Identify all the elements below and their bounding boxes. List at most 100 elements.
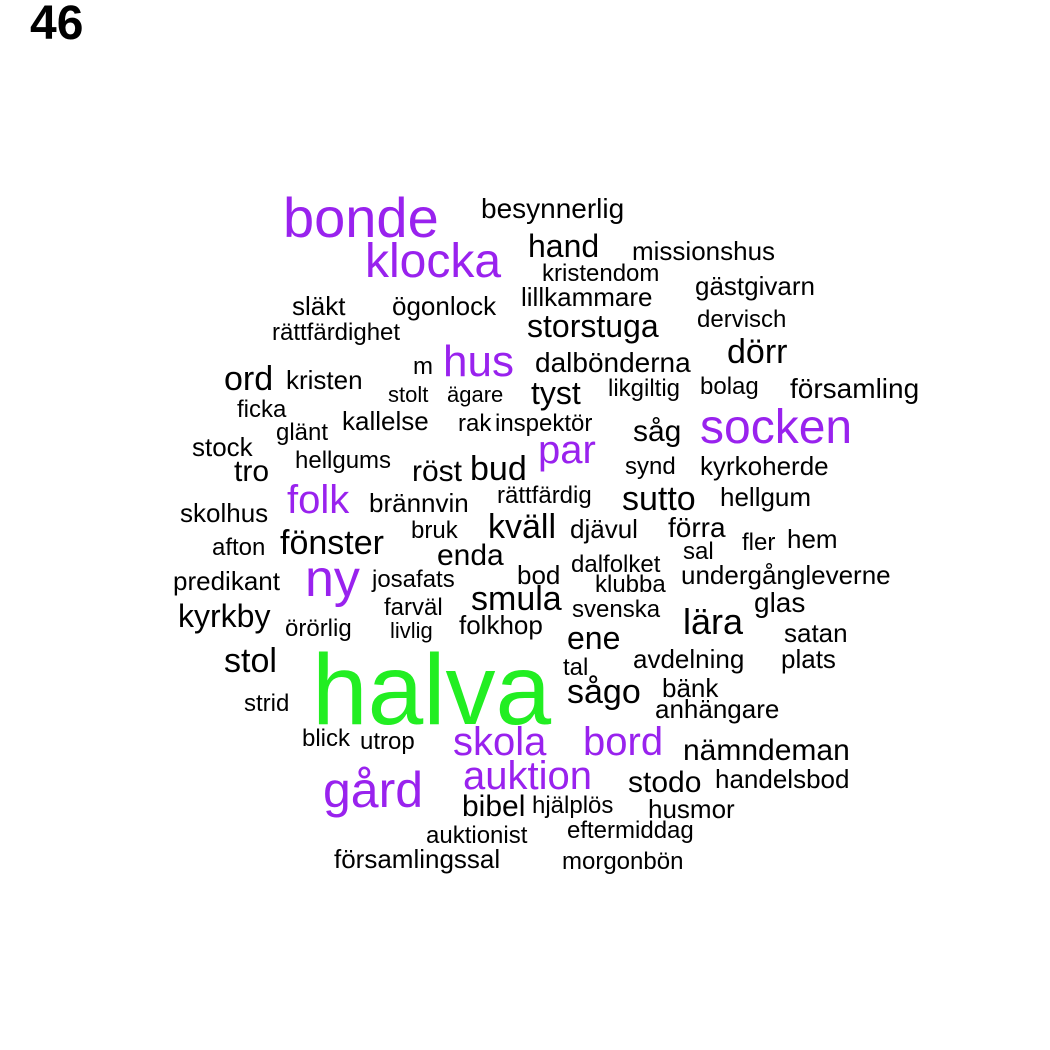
- word-klubba: klubba: [595, 571, 666, 598]
- word-rattfardig: rättfärdig: [497, 482, 592, 509]
- word-lara: lära: [683, 601, 744, 642]
- word-avdelning: avdelning: [633, 644, 745, 674]
- word-dalfolket: dalfolket: [571, 551, 661, 578]
- word-socken: socken: [700, 401, 853, 454]
- word-ficka: ficka: [237, 396, 287, 423]
- word-satan: satan: [784, 618, 848, 648]
- word-dorr: dörr: [727, 333, 788, 371]
- word-dervisch: dervisch: [697, 306, 787, 333]
- word-rattfardighet: rättfärdighet: [272, 319, 401, 346]
- word-kristendom: kristendom: [542, 260, 660, 287]
- word-sago: sågo: [567, 673, 641, 711]
- word-plats: plats: [781, 644, 836, 674]
- word-auktionist: auktionist: [426, 822, 528, 849]
- word-tro: tro: [234, 455, 270, 488]
- word-gard: gård: [323, 762, 424, 818]
- word-fonster: fönster: [280, 524, 384, 562]
- word-svenska: svenska: [572, 596, 661, 623]
- word-bod: bod: [517, 560, 561, 590]
- word-dalbonderna: dalbönderna: [535, 347, 691, 378]
- word-stock: stock: [192, 432, 253, 462]
- word-stol: stol: [224, 642, 277, 680]
- word-bord: bord: [583, 720, 664, 764]
- word-stodo: stodo: [628, 766, 702, 799]
- word-anhangare: anhängare: [655, 694, 780, 724]
- word-ord: ord: [224, 360, 274, 398]
- figure-number: 46: [30, 0, 84, 50]
- word-brannvin: brännvin: [369, 488, 469, 518]
- word-forsamlingssal: församlingssal: [334, 844, 501, 874]
- word-folk: folk: [287, 478, 350, 522]
- word-inspektor: inspektör: [495, 410, 593, 437]
- word-hellgums: hellgums: [295, 447, 392, 474]
- word-josafats: josafats: [372, 566, 455, 593]
- word-blick: blick: [302, 725, 351, 752]
- word-enda: enda: [437, 539, 504, 572]
- word-folkhop: folkhop: [459, 610, 543, 640]
- word-kallelse: kallelse: [342, 406, 429, 436]
- word-bruk: bruk: [411, 517, 458, 544]
- word-glas: glas: [754, 587, 806, 618]
- word-kristen: kristen: [286, 365, 363, 395]
- word-namndeman: nämndeman: [683, 734, 850, 767]
- word-eftermiddag: eftermiddag: [567, 817, 694, 844]
- word-handelsbod: handelsbod: [715, 764, 850, 794]
- word-bank: bänk: [662, 673, 719, 703]
- word-tyst: tyst: [531, 375, 581, 411]
- word-hus: hus: [443, 337, 514, 386]
- word-hem: hem: [787, 524, 838, 554]
- word-ororlig: örörlig: [285, 615, 352, 642]
- word-agare: ägare: [447, 382, 504, 407]
- word-fler: fler: [742, 529, 776, 556]
- word-utrop: utrop: [360, 728, 415, 755]
- word-kvall: kväll: [488, 508, 557, 546]
- word-afton: afton: [212, 534, 266, 561]
- word-forsamling: församling: [790, 373, 920, 404]
- word-glant: glänt: [276, 419, 329, 446]
- word-gastgivarn: gästgivarn: [695, 271, 815, 301]
- word-sal: sal: [683, 538, 714, 565]
- word-besynnerlig: besynnerlig: [481, 193, 625, 224]
- word-lillkammare: lillkammare: [521, 282, 653, 312]
- word-bolag: bolag: [700, 373, 759, 400]
- word-klocka: klocka: [365, 235, 502, 288]
- word-m: m: [413, 353, 433, 380]
- word-sutto: sutto: [622, 480, 696, 518]
- word-missionshus: missionshus: [632, 236, 776, 266]
- word-auktion: auktion: [463, 754, 592, 798]
- word-hellgum: hellgum: [720, 482, 812, 512]
- word-halva: halva: [312, 634, 552, 746]
- word-slakt: släkt: [292, 291, 346, 321]
- word-bud: bud: [470, 450, 527, 488]
- word-hjalplos: hjälplös: [532, 792, 614, 819]
- word-likgiltig: likgiltig: [608, 375, 681, 402]
- word-smula: smula: [471, 580, 562, 618]
- word-tal: tal: [563, 654, 589, 681]
- word-skolhus: skolhus: [180, 498, 269, 528]
- word-undergangleverne: undergångleverne: [681, 560, 891, 590]
- word-husmor: husmor: [648, 794, 735, 824]
- word-predikant: predikant: [173, 566, 280, 596]
- word-ny: ny: [305, 550, 360, 608]
- word-ene: ene: [567, 620, 621, 656]
- word-kyrkoherde: kyrkoherde: [700, 451, 829, 481]
- word-ogonlock: ögonlock: [392, 291, 497, 321]
- word-stolt: stolt: [388, 382, 429, 407]
- word-bibel: bibel: [462, 790, 526, 823]
- word-skola: skola: [453, 720, 547, 764]
- word-storstuga: storstuga: [527, 308, 659, 344]
- word-rost: röst: [412, 455, 463, 488]
- word-bonde: bonde: [283, 186, 439, 249]
- word-strid: strid: [244, 690, 290, 717]
- word-sag: såg: [633, 415, 682, 448]
- word-hand: hand: [528, 228, 600, 264]
- word-forra: förra: [668, 512, 726, 543]
- word-par: par: [538, 428, 596, 472]
- word-djavul: djävul: [570, 514, 638, 544]
- word-livlig: livlig: [390, 618, 433, 643]
- word-morgonbon: morgonbön: [562, 848, 684, 875]
- word-rak: rak: [458, 410, 492, 437]
- word-synd: synd: [625, 453, 676, 480]
- word-kyrkby: kyrkby: [178, 598, 271, 634]
